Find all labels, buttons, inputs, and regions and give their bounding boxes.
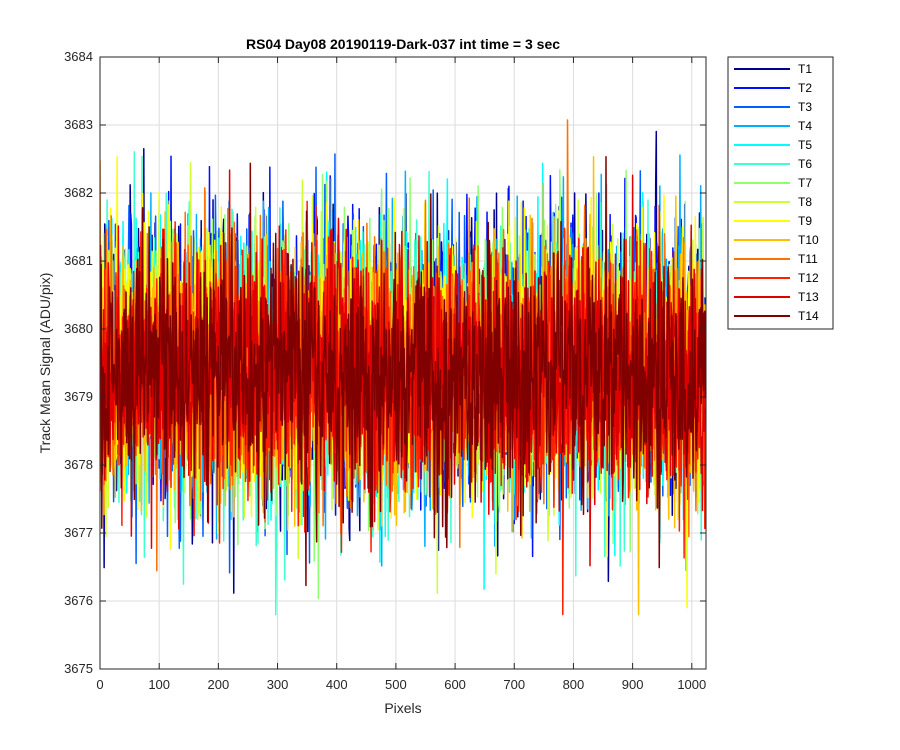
y-axis: 3675 3676 3677 3678 3679 3680 3681 3682 3683 3684 <box>64 49 706 676</box>
legend-label-t7: T7 <box>798 176 812 190</box>
series-group <box>100 119 706 616</box>
x-tick-label: 300 <box>267 677 289 692</box>
y-tick-label: 3684 <box>64 49 93 64</box>
legend-box <box>727 56 834 330</box>
legend: T1 T2 T3 T4 T5 T6 T7 T8 T9 T10 T11 T12 T13 T14 <box>727 56 834 330</box>
x-tick-label: 0 <box>96 677 103 692</box>
x-tick-label: 600 <box>444 677 466 692</box>
x-tick-label: 500 <box>385 677 407 692</box>
y-tick-label: 3680 <box>64 321 93 336</box>
y-tick-label: 3678 <box>64 457 93 472</box>
legend-label-t9: T9 <box>798 214 812 228</box>
legend-label-t4: T4 <box>798 119 812 133</box>
x-tick-label: 900 <box>622 677 644 692</box>
y-tick-label: 3676 <box>64 593 93 608</box>
legend-label-t13: T13 <box>798 290 819 304</box>
legend-label-t5: T5 <box>798 138 812 152</box>
y-tick-label: 3682 <box>64 185 93 200</box>
x-axis: 0 100 200 300 400 500 600 700 800 900 1000 <box>96 57 706 692</box>
x-axis-label: Pixels <box>384 700 421 716</box>
x-tick-label: 100 <box>148 677 170 692</box>
y-tick-label: 3683 <box>64 117 93 132</box>
y-tick-label: 3677 <box>64 525 93 540</box>
x-tick-label: 800 <box>563 677 585 692</box>
legend-label-t6: T6 <box>798 157 812 171</box>
legend-label-t2: T2 <box>798 81 812 95</box>
x-tick-label: 400 <box>326 677 348 692</box>
legend-label-t3: T3 <box>798 100 812 114</box>
x-tick-label: 200 <box>208 677 230 692</box>
x-tick-label: 700 <box>503 677 525 692</box>
y-tick-label: 3679 <box>64 389 93 404</box>
legend-label-t14: T14 <box>798 309 819 323</box>
legend-label-t12: T12 <box>798 271 819 285</box>
series-line-t14 <box>100 155 706 587</box>
legend-label-t8: T8 <box>798 195 812 209</box>
legend-label-t10: T10 <box>798 233 819 247</box>
legend-label-t11: T11 <box>798 252 818 266</box>
x-tick-label: 1000 <box>677 677 706 692</box>
plot-frame <box>99 56 707 670</box>
y-tick-label: 3681 <box>64 253 93 268</box>
chart-title: RS04 Day08 20190119-Dark-037 int time = … <box>246 36 560 52</box>
legend-label-t1: T1 <box>798 62 812 76</box>
y-tick-label: 3675 <box>64 661 93 676</box>
y-axis-label: Track Mean Signal (ADU/pix) <box>37 273 53 454</box>
